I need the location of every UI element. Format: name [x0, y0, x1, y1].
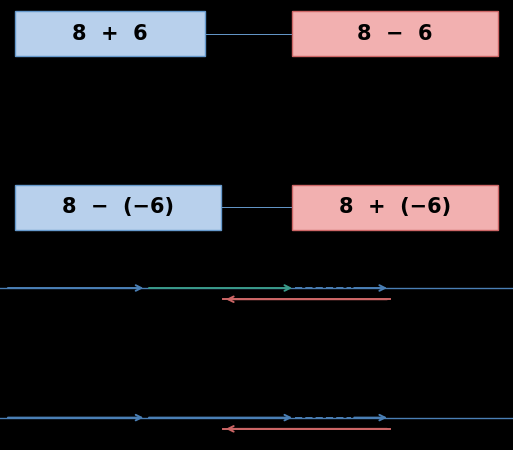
FancyBboxPatch shape — [15, 11, 205, 56]
Text: 8  +  (−6): 8 + (−6) — [339, 197, 451, 217]
Text: 8  −  (−6): 8 − (−6) — [62, 197, 174, 217]
FancyBboxPatch shape — [292, 184, 498, 230]
FancyBboxPatch shape — [15, 184, 221, 230]
FancyBboxPatch shape — [292, 11, 498, 56]
Text: 8  −  6: 8 − 6 — [357, 24, 433, 44]
Text: 8  +  6: 8 + 6 — [72, 24, 148, 44]
